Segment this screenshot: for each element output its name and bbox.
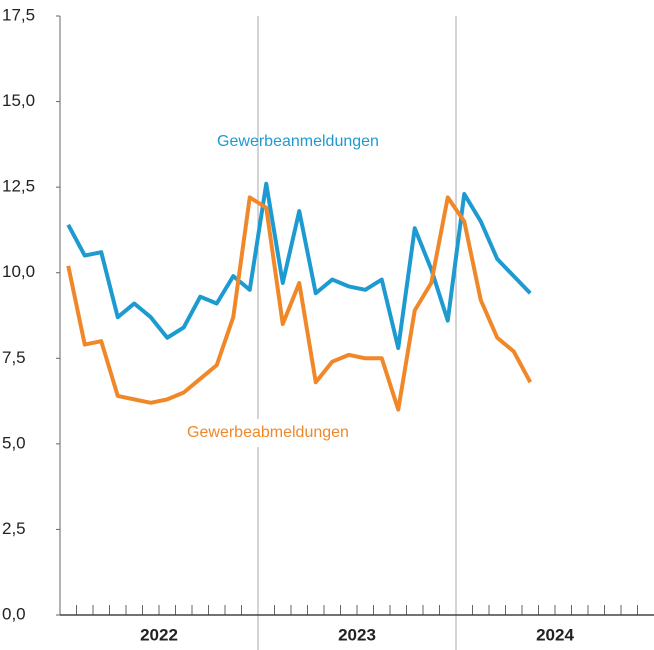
series-line bbox=[66, 195, 533, 412]
series-label: Gewerbeanmeldungen bbox=[217, 133, 379, 150]
y-tick-label: 2,5 bbox=[2, 519, 26, 538]
y-tick-label: 0,0 bbox=[2, 604, 26, 623]
y-tick-label: 7,5 bbox=[2, 348, 26, 367]
y-tick-label: 15,0 bbox=[2, 91, 35, 110]
year-label: 2024 bbox=[536, 625, 574, 644]
y-tick-label: 5,0 bbox=[2, 433, 26, 452]
series-label: Gewerbeabmeldungen bbox=[187, 424, 349, 441]
year-label: 2023 bbox=[338, 625, 376, 644]
label-background bbox=[160, 419, 376, 447]
y-tick-label: 10,0 bbox=[2, 262, 35, 281]
series-line bbox=[66, 181, 532, 351]
y-tick-label: 17,5 bbox=[2, 5, 35, 24]
year-label: 2022 bbox=[140, 625, 178, 644]
y-tick-label: 12,5 bbox=[2, 177, 35, 196]
